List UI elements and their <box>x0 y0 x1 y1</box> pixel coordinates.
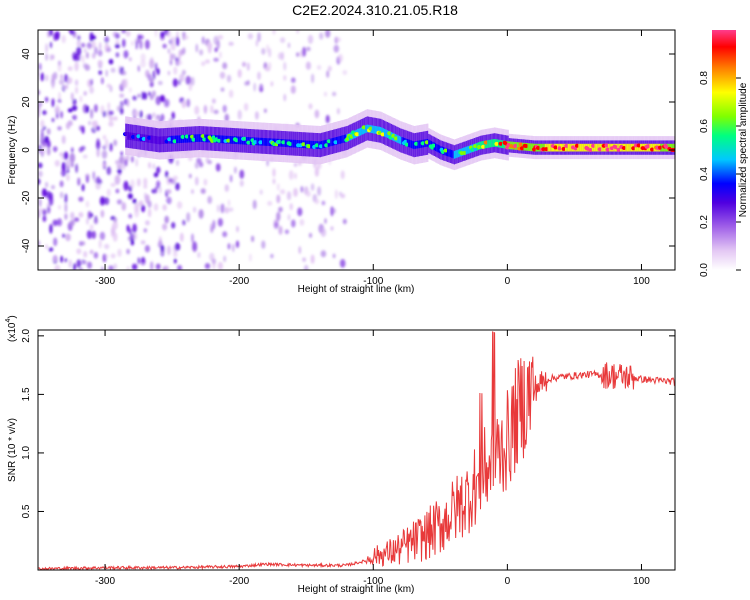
spectrogram-x-tick-label: 100 <box>633 276 650 287</box>
spectrogram-image <box>38 30 675 270</box>
colorbar-ticks: 0.0 0.2 0.4 0.6 0.8 <box>699 71 741 277</box>
colorbar-tick-label: 0.0 <box>699 263 710 277</box>
spectrogram-x-tick-label: -200 <box>229 276 249 287</box>
colorbar-tick-label: 0.2 <box>699 215 710 229</box>
spectrogram-ridge <box>123 109 675 171</box>
colorbar-tick-label: 0.8 <box>699 71 710 85</box>
colorbar-gradient <box>712 30 736 270</box>
spectrogram-noise <box>38 30 348 270</box>
spectrogram-x-tick-label: 0 <box>505 276 511 287</box>
spectrogram-x-axis-label: Height of straight line (km) <box>298 284 415 295</box>
spectrogram-y-tick-label: -20 <box>21 190 32 205</box>
colorbar: 0.0 0.2 0.4 0.6 0.8 Normalized spectral ampl… <box>699 30 749 277</box>
snr-x-axis-label: Height of straight line (km) <box>298 584 415 595</box>
snr-x-tick-label: -300 <box>95 576 115 587</box>
spectrogram-y-tick-label: 20 <box>21 96 32 108</box>
snr-y-tick-label: 1.5 <box>21 387 32 401</box>
spectrogram-x-ticks: -300 -200 -100 0 100 <box>95 30 650 287</box>
snr-x-tick-label: 0 <box>505 576 511 587</box>
colorbar-tick-label: 0.4 <box>699 167 710 181</box>
snr-y-multiplier: (x104) <box>5 315 18 342</box>
snr-y-ticks: 0.5 1.0 1.5 2.0 <box>21 328 675 518</box>
snr-y-axis-label: SNR (10 * v/v) <box>7 418 18 482</box>
colorbar-tick-label: 0.6 <box>699 119 710 133</box>
snr-y-tick-label: 2.0 <box>21 328 32 342</box>
snr-panel: -300 -200 -100 0 100 0.5 1.0 1.5 2.0 Height of … <box>5 315 676 595</box>
spectrogram-x-tick-label: -300 <box>95 276 115 287</box>
spectrogram-y-axis-label: Frequency (Hz) <box>7 116 18 185</box>
spectrogram-y-ticks: -40 -20 0 20 40 <box>21 48 675 253</box>
colorbar-label: Normalized spectral amplitude <box>738 82 749 217</box>
spectrogram-y-tick-label: 0 <box>21 147 32 153</box>
snr-series-line <box>38 331 675 570</box>
snr-y-tick-label: 0.5 <box>21 504 32 518</box>
figure-title: C2E2.2024.310.21.05.R18 <box>292 2 458 18</box>
snr-y-tick-label: 1.0 <box>21 446 32 460</box>
snr-x-ticks: -300 -200 -100 0 100 <box>95 330 650 587</box>
spectrogram-x-tick-label: -100 <box>363 276 383 287</box>
snr-x-tick-label: -200 <box>229 576 249 587</box>
snr-x-tick-label: 100 <box>633 576 650 587</box>
snr-frame <box>37 329 676 571</box>
snr-x-tick-label: -100 <box>363 576 383 587</box>
spectrogram-y-tick-label: 40 <box>21 48 32 60</box>
spectrogram-y-tick-label: -40 <box>21 238 32 253</box>
